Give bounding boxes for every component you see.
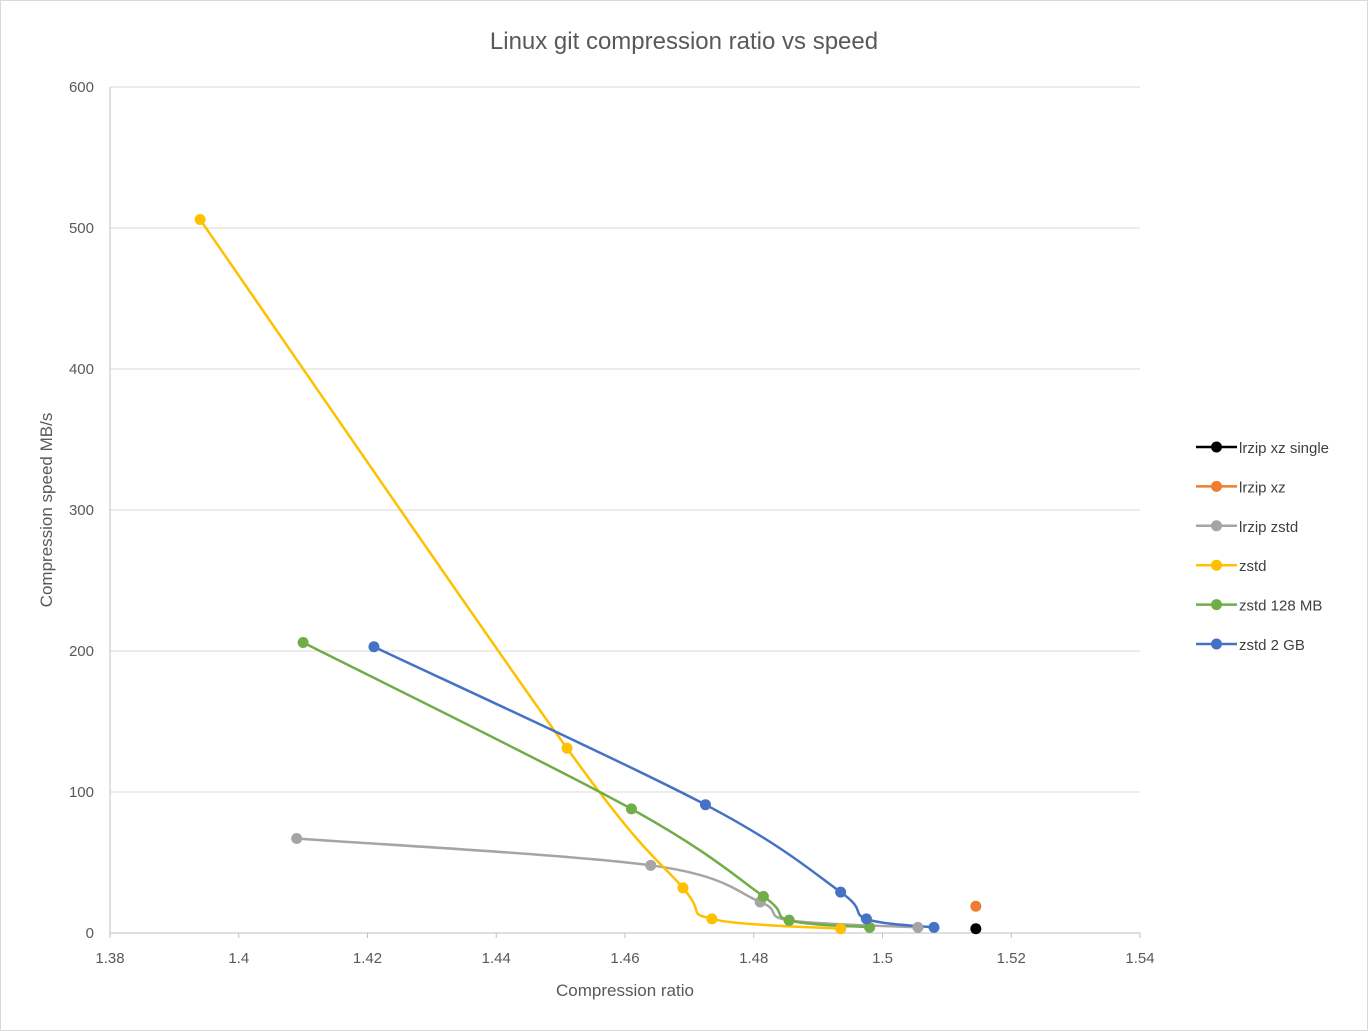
data-point-zstd [561,742,573,754]
data-point-zstd-2-gb [860,913,872,925]
legend-label-lrzip-xz: lrzip xz [1239,479,1286,496]
legend-marker-zstd-128-mb [1211,599,1222,611]
y-tick-label: 300 [69,502,94,519]
data-point-zstd [706,913,718,925]
y-tick-labels: 0 100 200 300 400 500 600 [69,79,94,942]
legend-marker-lrzip-xz-single [1211,441,1222,453]
x-tick-label: 1.4 [228,950,249,967]
data-point-lrzip-zstd [645,859,657,871]
x-tick-label: 1.48 [739,950,768,967]
axes [109,87,1141,938]
data-point-zstd-128-mb [625,803,637,815]
data-point-zstd-128-mb [864,921,876,933]
x-tick-label: 1.38 [95,950,124,967]
series-line-zstd [198,218,842,931]
data-point-lrzip-zstd [912,921,924,933]
legend-label-zstd: zstd [1239,558,1267,575]
x-tick-label: 1.42 [353,950,382,967]
y-tick-label: 400 [69,361,94,378]
x-axis-label: Compression ratio [556,981,694,1000]
legend-marker-zstd-2-gb [1211,638,1222,650]
data-point-zstd-2-gb [368,641,380,653]
legend-label-lrzip-xz-single: lrzip xz single [1239,440,1329,457]
series-lines [198,218,936,931]
legend-label-lrzip-zstd: lrzip zstd [1239,519,1298,536]
x-tick-label: 1.5 [872,950,893,967]
legend-marker-lrzip-zstd [1211,520,1222,532]
x-tick-label: 1.54 [1125,950,1154,967]
data-point-zstd-128-mb [757,890,769,902]
data-point-zstd-128-mb [297,637,309,649]
y-axis-label: Compression speed MB/s [37,413,56,608]
y-tick-label: 100 [69,784,94,801]
data-point-zstd-128-mb [783,914,795,926]
x-tick-label: 1.46 [610,950,639,967]
series-line-zstd-128-mb [301,641,871,929]
gridlines [110,86,1140,793]
data-point-zstd-2-gb [699,799,711,811]
series-line-lrzip-zstd [295,837,920,929]
data-point-lrzip-xz-single [970,923,982,935]
series-line-zstd-2-gb [372,645,936,929]
data-point-lrzip-zstd [291,833,303,845]
x-tick-label: 1.44 [482,950,511,967]
data-point-zstd-2-gb [928,921,940,933]
legend-label-zstd-2-gb: zstd 2 GB [1239,637,1305,654]
x-tick-label: 1.52 [997,950,1026,967]
legend-label-zstd-128-mb: zstd 128 MB [1239,598,1322,615]
y-tick-label: 600 [69,79,94,96]
data-point-zstd-2-gb [835,886,847,898]
y-tick-label: 200 [69,643,94,660]
legend: lrzip xz single lrzip xz lrzip zstd zstd zst… [1196,440,1329,654]
y-tick-label: 500 [69,220,94,237]
legend-marker-zstd [1211,559,1222,571]
x-tick-labels: 1.38 1.4 1.42 1.44 1.46 1.48 1.5 1.52 1.54 [95,950,1154,967]
series-points [194,214,982,935]
y-tick-label: 0 [86,925,94,942]
legend-marker-lrzip-xz [1211,480,1222,492]
data-point-zstd [677,882,689,894]
data-point-zstd [194,214,206,226]
chart-title: Linux git compression ratio vs speed [490,28,878,55]
data-point-lrzip-xz [970,900,982,912]
data-point-zstd [835,923,847,935]
